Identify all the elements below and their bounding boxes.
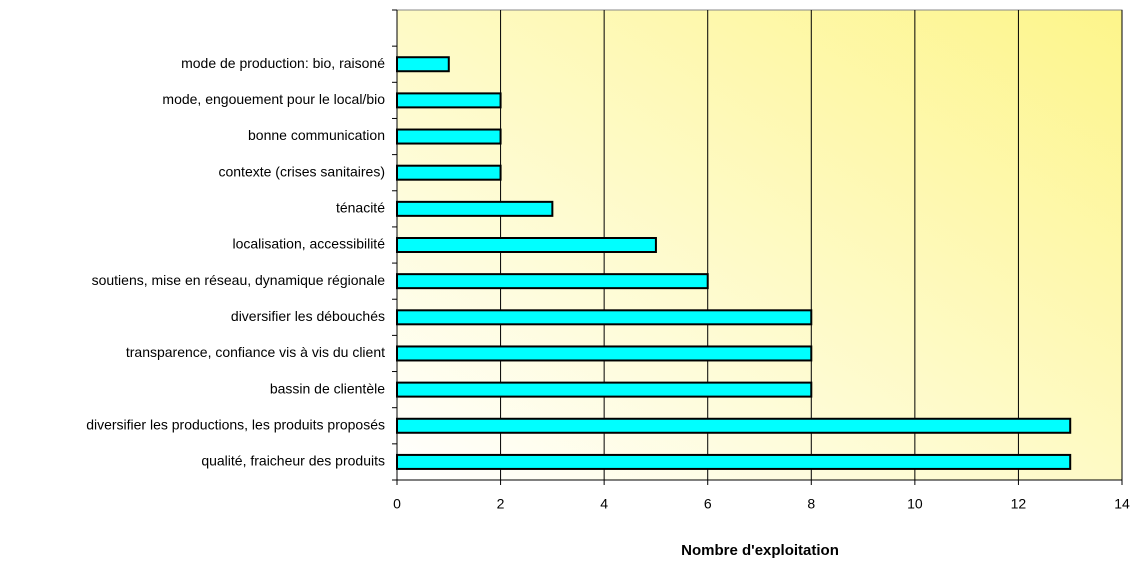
x-axis-label: Nombre d'exploitation xyxy=(681,542,839,559)
bar xyxy=(396,309,813,326)
y-tick-label: soutiens, mise en réseau, dynamique régi… xyxy=(92,272,386,288)
y-tick-label: bonne communication xyxy=(248,127,385,143)
x-tick-label: 2 xyxy=(497,496,505,512)
bar xyxy=(396,453,1072,470)
x-tick-label: 14 xyxy=(1114,496,1130,512)
bar xyxy=(396,92,502,109)
x-tick-label: 8 xyxy=(807,496,815,512)
x-tick-label: 6 xyxy=(704,496,712,512)
bar xyxy=(396,56,450,73)
y-tick-label: bassin de clientèle xyxy=(270,380,385,396)
bar xyxy=(396,237,657,253)
bar xyxy=(396,345,813,362)
x-tick-label: 0 xyxy=(393,496,401,512)
y-tick-label: diversifier les débouchés xyxy=(231,308,385,324)
bar xyxy=(396,200,554,217)
x-tick-label: 10 xyxy=(907,496,923,512)
y-tick-label: ténacité xyxy=(336,200,385,216)
bar xyxy=(396,417,1072,434)
bar xyxy=(396,164,502,181)
bar xyxy=(396,273,709,290)
x-tick-label: 12 xyxy=(1011,496,1027,512)
bar xyxy=(396,128,502,145)
y-tick-label: mode de production: bio, raisoné xyxy=(181,55,385,71)
y-tick-label: localisation, accessibilité xyxy=(232,236,385,252)
y-tick-label: mode, engouement pour le local/bio xyxy=(162,91,385,107)
y-tick-label: contexte (crises sanitaires) xyxy=(218,163,385,179)
x-tick-label: 4 xyxy=(600,496,608,512)
y-tick-label: qualité, fraicheur des produits xyxy=(201,453,385,469)
y-tick-label: diversifier les productions, les produit… xyxy=(86,416,385,432)
y-tick-label: transparence, confiance vis à vis du cli… xyxy=(126,344,385,360)
bar xyxy=(396,381,813,398)
